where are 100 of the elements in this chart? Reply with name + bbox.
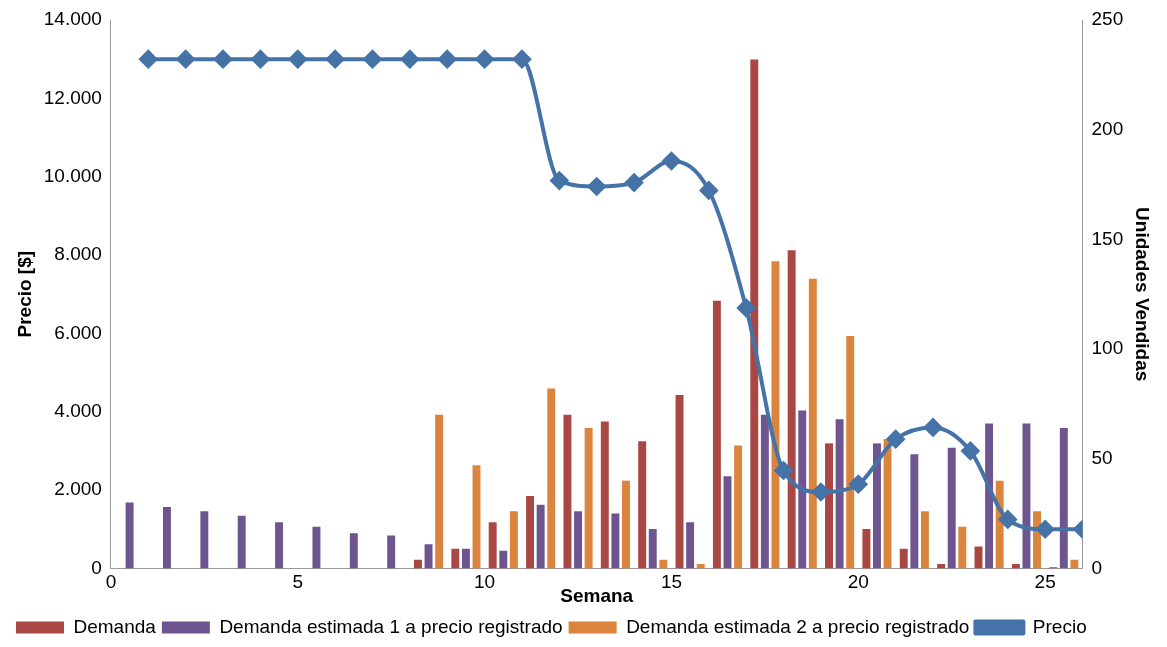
point: [400, 50, 419, 69]
bar: [873, 443, 881, 569]
bar: [899, 548, 908, 569]
bar: [771, 261, 780, 569]
bar: [451, 548, 460, 569]
y2-axis-title: Unidades Vendidas: [1132, 207, 1154, 382]
bar: [937, 564, 946, 569]
y2-tick-label: 150: [1091, 227, 1124, 249]
bar: [910, 454, 919, 569]
y-tick-label: 6.000: [54, 321, 102, 343]
bar: [825, 443, 833, 569]
bar: [536, 504, 545, 569]
y-tick-label: 2.000: [54, 478, 102, 500]
bar: [862, 528, 871, 569]
bar: [638, 441, 647, 569]
bar: [563, 414, 572, 569]
bar: [648, 528, 657, 569]
bar: [275, 522, 284, 569]
bar: [526, 496, 535, 569]
x-tick-label: 25: [1034, 571, 1056, 593]
y2-tick-label: 50: [1091, 446, 1113, 468]
bar: [808, 278, 817, 569]
y-tick-label: 8.000: [54, 243, 102, 265]
point: [886, 430, 905, 449]
bar: [574, 511, 582, 569]
x-tick-label: 0: [105, 571, 117, 593]
bar: [958, 526, 967, 569]
y-tick-label: 0: [91, 556, 102, 578]
bar: [424, 544, 433, 569]
legend-label: Demanda estimada 2 a precio registrado: [626, 615, 970, 637]
bar: [712, 300, 721, 569]
bar: [696, 564, 705, 569]
point: [475, 50, 494, 69]
x-tick-label: 20: [847, 571, 869, 593]
point: [139, 50, 158, 69]
legend-label: Demanda estimada 1 a precio registrado: [219, 615, 563, 637]
bar: [622, 480, 630, 569]
point: [811, 483, 830, 502]
point: [587, 177, 606, 196]
point: [961, 441, 980, 460]
bar: [1070, 559, 1079, 569]
bar: [499, 550, 508, 569]
bar: [659, 559, 668, 569]
bar: [547, 388, 556, 569]
y2-tick-label: 200: [1091, 117, 1124, 139]
point: [288, 50, 307, 69]
point: [363, 50, 382, 69]
y-axis-title: Precio [$]: [13, 250, 35, 338]
bar: [760, 414, 769, 569]
bar: [509, 511, 518, 569]
point: [737, 298, 756, 317]
point: [550, 171, 569, 190]
point: [176, 50, 195, 69]
point: [699, 181, 718, 200]
bar: [435, 414, 444, 569]
x-tick-label: 10: [474, 571, 496, 593]
y-tick-label: 10.000: [43, 164, 102, 186]
bar: [584, 428, 593, 569]
bar: [237, 515, 246, 569]
bar: [488, 522, 497, 569]
bar: [1059, 428, 1068, 569]
bar: [675, 395, 684, 569]
point: [326, 50, 345, 69]
point: [849, 475, 868, 494]
bar: [787, 250, 796, 569]
bar: [312, 526, 321, 569]
bar: [985, 423, 994, 569]
bar: [200, 511, 209, 569]
point: [774, 461, 793, 480]
y2-tick-label: 250: [1091, 8, 1124, 30]
point: [1036, 520, 1055, 539]
bar: [835, 419, 844, 569]
y-tick-label: 14.000: [43, 8, 102, 30]
bar: [734, 445, 743, 569]
bar: [798, 410, 807, 569]
x-tick-label: 5: [292, 571, 304, 593]
point: [438, 50, 457, 69]
y-tick-label: 12.000: [43, 86, 102, 108]
bar: [1011, 564, 1020, 569]
bar: [387, 535, 396, 569]
y-tick-label: 4.000: [54, 399, 102, 421]
point: [662, 152, 681, 171]
point: [512, 50, 531, 69]
point: [251, 50, 270, 69]
bar: [461, 548, 470, 569]
bar: [600, 421, 609, 569]
bar: [920, 511, 929, 569]
bar: [125, 502, 134, 569]
legend-label: Precio: [1032, 615, 1087, 637]
bar: [163, 506, 171, 569]
point: [998, 510, 1017, 529]
x-axis-title: Semana: [560, 584, 634, 606]
bar: [846, 335, 855, 569]
y2-tick-label: 0: [1091, 556, 1103, 578]
bar: [686, 522, 695, 569]
point: [924, 418, 943, 437]
y2-tick-label: 100: [1091, 337, 1124, 359]
x-tick-label: 15: [660, 571, 683, 593]
bar: [611, 513, 620, 569]
point: [214, 50, 233, 69]
